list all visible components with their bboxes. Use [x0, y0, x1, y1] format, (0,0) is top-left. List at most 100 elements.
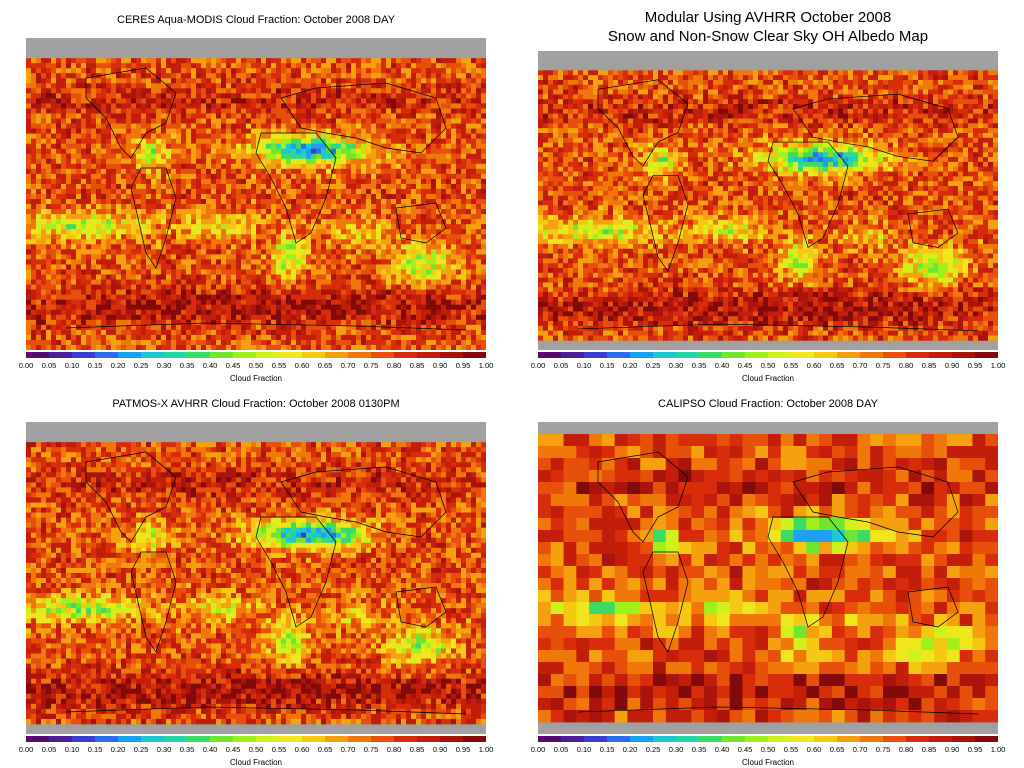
- map-cell: [346, 319, 352, 326]
- map-cell: [131, 178, 137, 185]
- map-cell: [96, 138, 102, 145]
- map-cell: [426, 108, 432, 114]
- map-cell: [451, 68, 457, 74]
- map-cell: [451, 204, 457, 210]
- map-cell: [231, 83, 237, 89]
- map-cell: [66, 239, 72, 245]
- map-cell: [396, 178, 402, 185]
- map-cell: [401, 143, 407, 150]
- map-cell: [331, 274, 337, 280]
- map-cell: [106, 329, 112, 336]
- map-cell: [231, 219, 237, 225]
- map-cell: [101, 98, 107, 104]
- map-cell: [31, 279, 37, 285]
- map-cell: [96, 158, 102, 165]
- map-cell: [51, 108, 57, 114]
- map-cell: [221, 249, 227, 255]
- map-cell: [96, 148, 102, 155]
- map-cell: [306, 128, 312, 135]
- map-cell: [131, 254, 137, 260]
- map-cell: [111, 264, 117, 270]
- map-cell: [116, 93, 122, 99]
- map-cell: [266, 133, 272, 140]
- map-cell: [131, 68, 137, 74]
- map-cell: [366, 234, 372, 240]
- map-cell: [436, 319, 442, 326]
- map-cell: [86, 183, 92, 190]
- map-cell: [56, 204, 62, 210]
- map-cell: [271, 224, 277, 230]
- map-cell: [241, 158, 247, 165]
- map-cell: [171, 249, 177, 255]
- map-cell: [386, 319, 392, 326]
- map-cell: [306, 199, 312, 205]
- map-cell: [171, 178, 177, 185]
- map-cell: [236, 289, 242, 296]
- map-cell: [161, 284, 167, 291]
- map-cell: [236, 83, 242, 89]
- map-cell: [151, 274, 157, 280]
- map-cell: [416, 153, 422, 160]
- map-cell: [146, 199, 152, 205]
- map-cell: [161, 188, 167, 195]
- map-cell: [151, 168, 157, 175]
- map-cell: [91, 173, 97, 180]
- map-cell: [381, 93, 387, 99]
- map-cell: [366, 319, 372, 326]
- map-cell: [36, 249, 42, 255]
- map-cell: [91, 209, 97, 215]
- map-cell: [31, 219, 37, 225]
- map-cell: [171, 183, 177, 190]
- map-cell: [141, 143, 147, 150]
- map-cell: [416, 214, 422, 220]
- map-cell: [161, 168, 167, 175]
- map-cell: [41, 83, 47, 89]
- map-cell: [211, 279, 217, 285]
- map-cell: [481, 219, 486, 225]
- map-cell: [361, 309, 367, 316]
- map-cell: [366, 83, 372, 89]
- map-cell: [96, 319, 102, 326]
- map-cell: [306, 58, 312, 64]
- map-cell: [71, 93, 77, 99]
- map-cell: [271, 269, 277, 275]
- map-cell: [186, 58, 192, 64]
- map-cell: [451, 143, 457, 150]
- map-cell: [476, 239, 482, 245]
- map-cell: [81, 309, 87, 316]
- map-cell: [136, 214, 142, 220]
- map-cell: [51, 234, 57, 240]
- map-cell: [111, 254, 117, 260]
- map-cell: [186, 63, 192, 69]
- map-cell: [36, 214, 42, 220]
- map-cell: [111, 93, 117, 99]
- map-cell: [61, 93, 67, 99]
- map-cell: [306, 83, 312, 89]
- map-cell: [116, 128, 122, 135]
- map-cell: [311, 284, 317, 291]
- map-cell: [181, 244, 187, 250]
- map-cell: [336, 103, 342, 109]
- map-cell: [166, 259, 172, 265]
- map-cell: [376, 254, 382, 260]
- map-cell: [41, 239, 47, 245]
- map-cell: [86, 123, 92, 129]
- map-cell: [211, 314, 217, 321]
- map-cell: [471, 274, 477, 280]
- map-cell: [331, 259, 337, 265]
- map-cell: [406, 178, 412, 185]
- map-cell: [426, 98, 432, 104]
- map-cell: [171, 138, 177, 145]
- map-cell: [351, 194, 357, 200]
- map-cell: [271, 254, 277, 260]
- map-cell: [86, 269, 92, 275]
- map-cell: [246, 254, 252, 260]
- map-cell: [406, 63, 412, 69]
- map-cell: [236, 224, 242, 230]
- map-cell: [406, 314, 412, 321]
- map-cell: [36, 314, 42, 321]
- map-cell: [186, 98, 192, 104]
- map-cell: [191, 259, 197, 265]
- map-cell: [151, 158, 157, 165]
- map-cell: [201, 73, 207, 79]
